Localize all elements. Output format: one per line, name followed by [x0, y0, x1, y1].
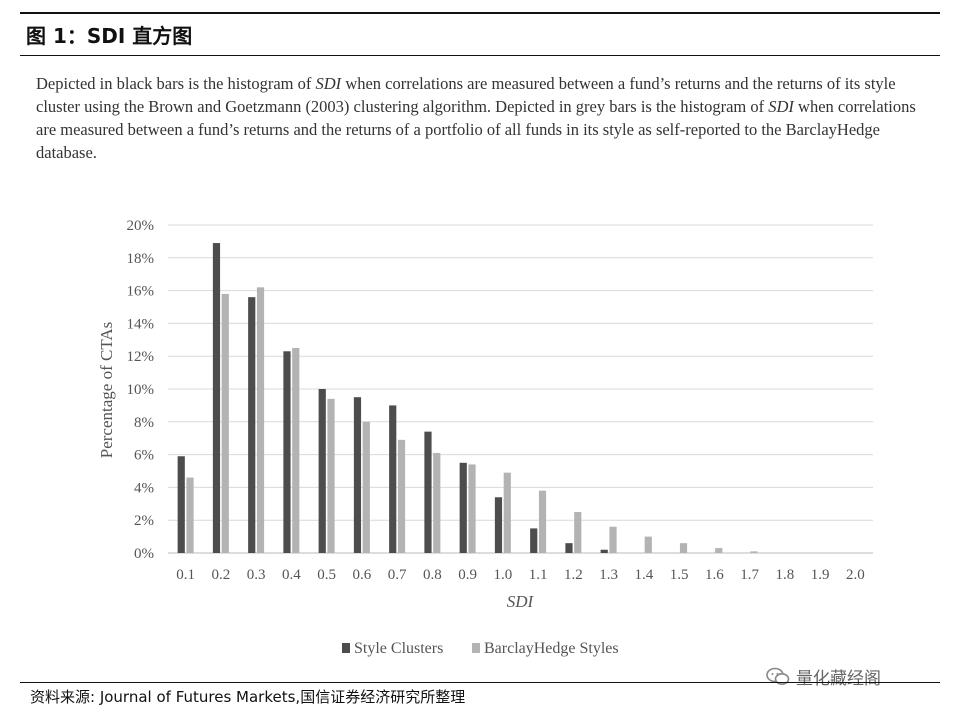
- x-tick-label: 1.8: [776, 567, 795, 583]
- bar-barclayhedge-styles: [715, 548, 723, 553]
- figure-title: 图 1：SDI 直方图: [26, 24, 193, 48]
- bar-barclayhedge-styles: [397, 439, 406, 553]
- caption-part: when correlations are measured between a…: [36, 74, 896, 116]
- caption-part: Depicted in black bars is the histogram …: [36, 74, 316, 93]
- bar-barclayhedge-styles: [503, 472, 511, 553]
- x-tick-label: 1.1: [529, 567, 548, 583]
- figure-caption: Depicted in black bars is the histogram …: [36, 72, 936, 164]
- legend-label: Style Clusters: [354, 640, 443, 657]
- watermark-text: 量化藏经阁: [796, 669, 881, 689]
- y-tick-label: 16%: [127, 284, 155, 300]
- x-tick-label: 0.8: [423, 567, 442, 583]
- legend-swatch: [342, 643, 350, 653]
- legend-swatch: [472, 643, 480, 653]
- bar-barclayhedge-styles: [644, 536, 652, 553]
- source-note: 资料来源: Journal of Futures Markets,国信证券经济研…: [30, 688, 466, 706]
- x-tick-label: 0.9: [458, 567, 477, 583]
- bar-barclayhedge-styles: [609, 526, 617, 553]
- x-tick-label: 2.0: [846, 567, 865, 583]
- y-tick-label: 4%: [134, 480, 154, 496]
- bar-barclayhedge-styles: [292, 348, 300, 553]
- bar-barclayhedge-styles: [679, 543, 688, 553]
- bar-barclayhedge-styles: [538, 490, 547, 553]
- y-tick-label: 10%: [127, 382, 155, 398]
- bar-style-clusters: [318, 389, 326, 553]
- y-tick-label: 18%: [127, 251, 155, 267]
- top-rule: [20, 12, 940, 14]
- title-rule: [20, 55, 940, 56]
- watermark: 量化藏经阁: [766, 664, 881, 689]
- x-tick-label: 1.9: [811, 567, 830, 583]
- x-tick-label: 0.3: [247, 567, 266, 583]
- x-tick-label: 1.3: [599, 567, 618, 583]
- bar-style-clusters: [600, 549, 608, 553]
- x-tick-label: 0.4: [282, 567, 301, 583]
- x-tick-label: 0.5: [317, 567, 336, 583]
- x-tick-label: 0.6: [353, 567, 372, 583]
- x-tick-label: 1.2: [564, 567, 583, 583]
- bar-barclayhedge-styles: [468, 464, 476, 553]
- x-tick-label: 1.7: [740, 567, 759, 583]
- bar-barclayhedge-styles: [574, 512, 582, 553]
- bar-style-clusters: [389, 405, 397, 553]
- bar-barclayhedge-styles: [221, 293, 229, 553]
- bar-style-clusters: [177, 456, 185, 553]
- x-tick-label: 1.4: [635, 567, 654, 583]
- y-tick-label: 14%: [127, 316, 155, 332]
- bar-style-clusters: [283, 351, 291, 553]
- bar-barclayhedge-styles: [186, 477, 194, 553]
- y-tick-label: 8%: [134, 415, 154, 431]
- caption-sdi: SDI: [315, 74, 342, 93]
- bar-style-clusters: [424, 431, 432, 553]
- x-tick-label: 0.7: [388, 567, 407, 583]
- bar-style-clusters: [353, 397, 362, 553]
- bar-barclayhedge-styles: [256, 287, 265, 553]
- bar-barclayhedge-styles: [433, 452, 441, 553]
- x-tick-label: 0.2: [212, 567, 231, 583]
- x-tick-label: 1.0: [494, 567, 513, 583]
- bar-barclayhedge-styles: [327, 398, 335, 553]
- y-tick-label: 6%: [134, 448, 154, 464]
- y-tick-label: 20%: [127, 218, 155, 234]
- bar-style-clusters: [212, 243, 221, 554]
- x-axis-label: SDI: [507, 592, 535, 611]
- legend-label: BarclayHedge Styles: [484, 640, 619, 657]
- bar-style-clusters: [248, 297, 256, 553]
- x-tick-label: 1.5: [670, 567, 689, 583]
- bar-style-clusters: [459, 462, 467, 553]
- wechat-icon: [766, 667, 790, 685]
- bar-style-clusters: [530, 528, 538, 553]
- y-tick-label: 0%: [134, 546, 154, 562]
- bar-barclayhedge-styles: [362, 421, 370, 553]
- bar-style-clusters: [565, 543, 573, 553]
- caption-sdi: SDI: [768, 97, 794, 116]
- x-tick-label: 0.1: [176, 567, 195, 583]
- y-tick-label: 2%: [134, 513, 154, 529]
- bar-style-clusters: [494, 497, 503, 553]
- chart-legend: Style Clusters BarclayHedge Styles: [342, 640, 619, 657]
- bar-barclayhedge-styles: [750, 551, 758, 553]
- bottom-rule: [20, 682, 940, 683]
- x-tick-label: 1.6: [705, 567, 724, 583]
- y-tick-label: 12%: [127, 349, 155, 365]
- caption-part: when correlations are measured between a…: [36, 97, 916, 162]
- y-axis-label: Percentage of CTAs: [97, 322, 116, 458]
